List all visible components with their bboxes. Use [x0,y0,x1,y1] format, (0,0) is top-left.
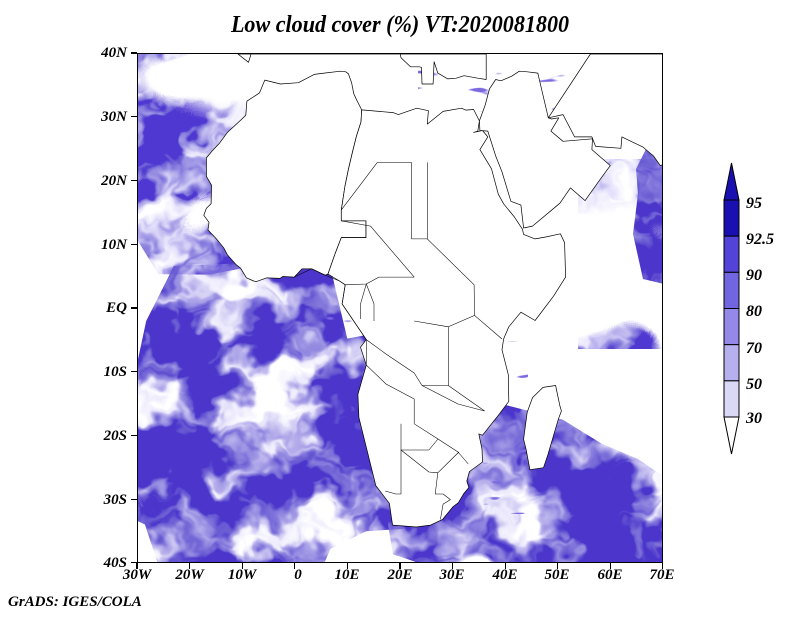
svg-text:50: 50 [746,376,762,393]
svg-text:95: 95 [746,195,762,212]
svg-text:30: 30 [745,410,762,427]
svg-text:92.5: 92.5 [746,231,774,248]
svg-text:70: 70 [746,340,762,357]
svg-text:90: 90 [746,267,762,284]
svg-text:80: 80 [746,303,762,320]
